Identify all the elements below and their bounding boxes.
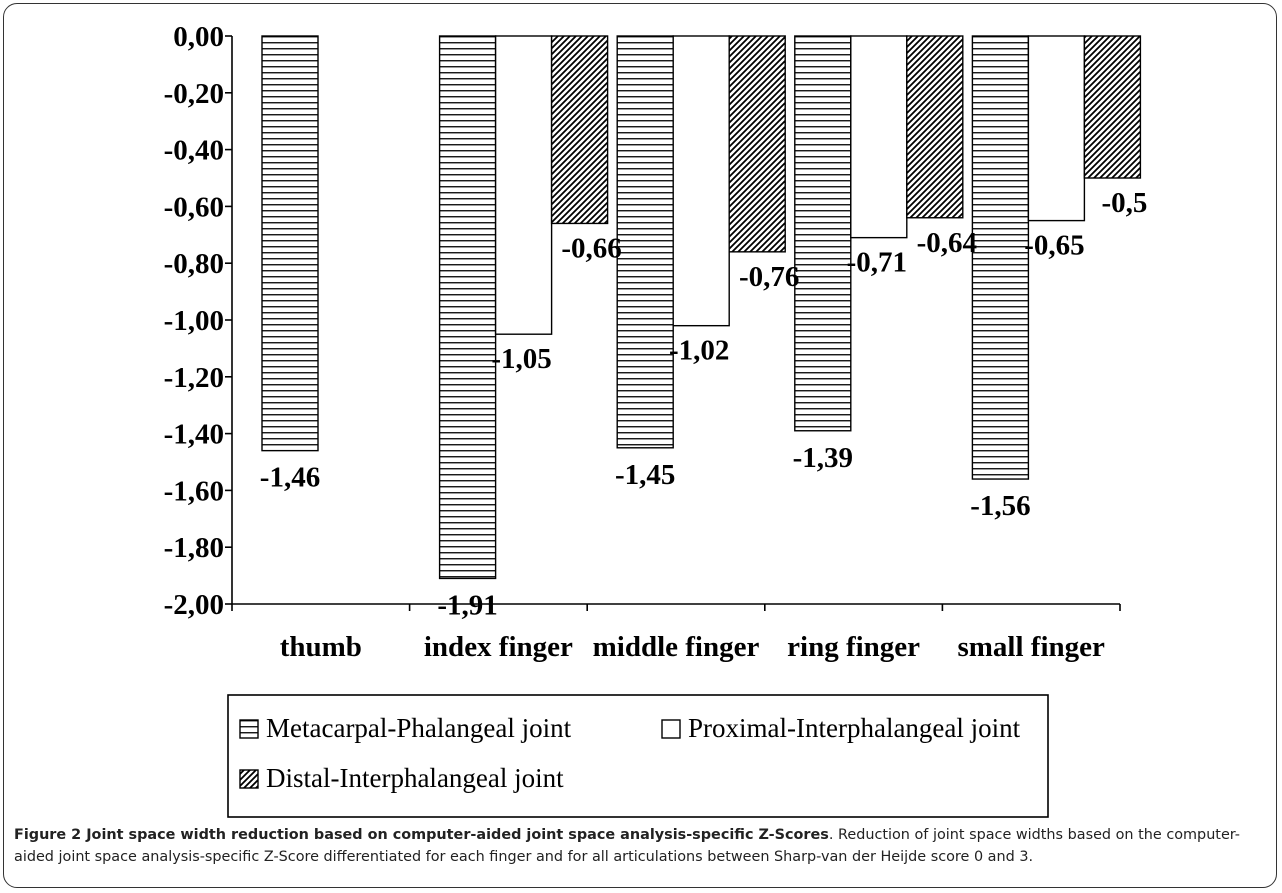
x-category-label: middle finger — [593, 631, 760, 663]
bar — [672, 35, 730, 327]
y-tick-label: -2,00 — [164, 589, 224, 621]
data-label: -0,71 — [847, 247, 907, 279]
data-label: -0,66 — [561, 232, 621, 264]
legend-label: Distal-Interphalangeal joint — [266, 763, 564, 793]
y-tick-label: -1,80 — [164, 532, 224, 564]
bar — [1027, 35, 1086, 222]
bar-chart: 0,00 -0,20 -0,40 -0,60 -0,80 -1,00 -1,20 -1,40 -… — [164, 21, 1147, 818]
y-tick-label: -0,80 — [164, 248, 224, 280]
bar — [261, 35, 319, 452]
x-category-label: ring finger — [787, 631, 920, 663]
y-tick-label: -1,00 — [164, 305, 224, 337]
data-label: -1,05 — [491, 343, 551, 375]
bar — [494, 35, 553, 335]
bar — [971, 35, 1030, 480]
bar — [550, 35, 609, 225]
x-category-label: thumb — [280, 631, 362, 663]
legend-label: Proximal-Interphalangeal joint — [688, 713, 1021, 743]
data-label: -1,02 — [669, 335, 729, 367]
data-label: -1,45 — [615, 459, 675, 491]
legend-swatch — [239, 769, 259, 789]
bar — [616, 35, 674, 449]
caption-text: . Reduction of joint space widths based … — [14, 827, 1240, 865]
data-label: -1,39 — [793, 442, 853, 474]
data-label: -1,91 — [437, 589, 497, 621]
x-category-label: index finger — [424, 631, 573, 663]
bar — [728, 35, 786, 253]
data-label: -0,76 — [739, 261, 799, 293]
data-label: -0,5 — [1101, 187, 1147, 219]
bar — [438, 35, 497, 580]
legend-box — [227, 694, 1049, 818]
y-tick-label: 0,00 — [173, 21, 224, 53]
bar — [1083, 35, 1142, 179]
bar — [794, 35, 852, 432]
data-label: -0,64 — [917, 227, 977, 259]
bar — [906, 35, 964, 219]
y-tick-label: -1,40 — [164, 419, 224, 451]
y-tick-label: -0,40 — [164, 135, 224, 167]
x-category-label: small finger — [957, 631, 1105, 663]
legend-swatch — [661, 719, 681, 739]
legend-label: Metacarpal-Phalangeal joint — [266, 713, 572, 743]
figure-caption: Figure 2 Joint space width reduction bas… — [14, 824, 1266, 868]
legend-swatch — [239, 719, 259, 739]
y-tick-label: -1,20 — [164, 362, 224, 394]
data-label: -1,46 — [260, 462, 320, 494]
y-tick-label: -0,60 — [164, 191, 224, 223]
caption-title: Figure 2 Joint space width reduction bas… — [14, 827, 829, 843]
y-tick-label: -1,60 — [164, 475, 224, 507]
figure-frame — [3, 3, 1277, 888]
data-label: -0,65 — [1024, 230, 1084, 262]
bar — [850, 35, 908, 239]
y-tick-label: -0,20 — [164, 78, 224, 110]
data-label: -1,56 — [970, 490, 1030, 522]
